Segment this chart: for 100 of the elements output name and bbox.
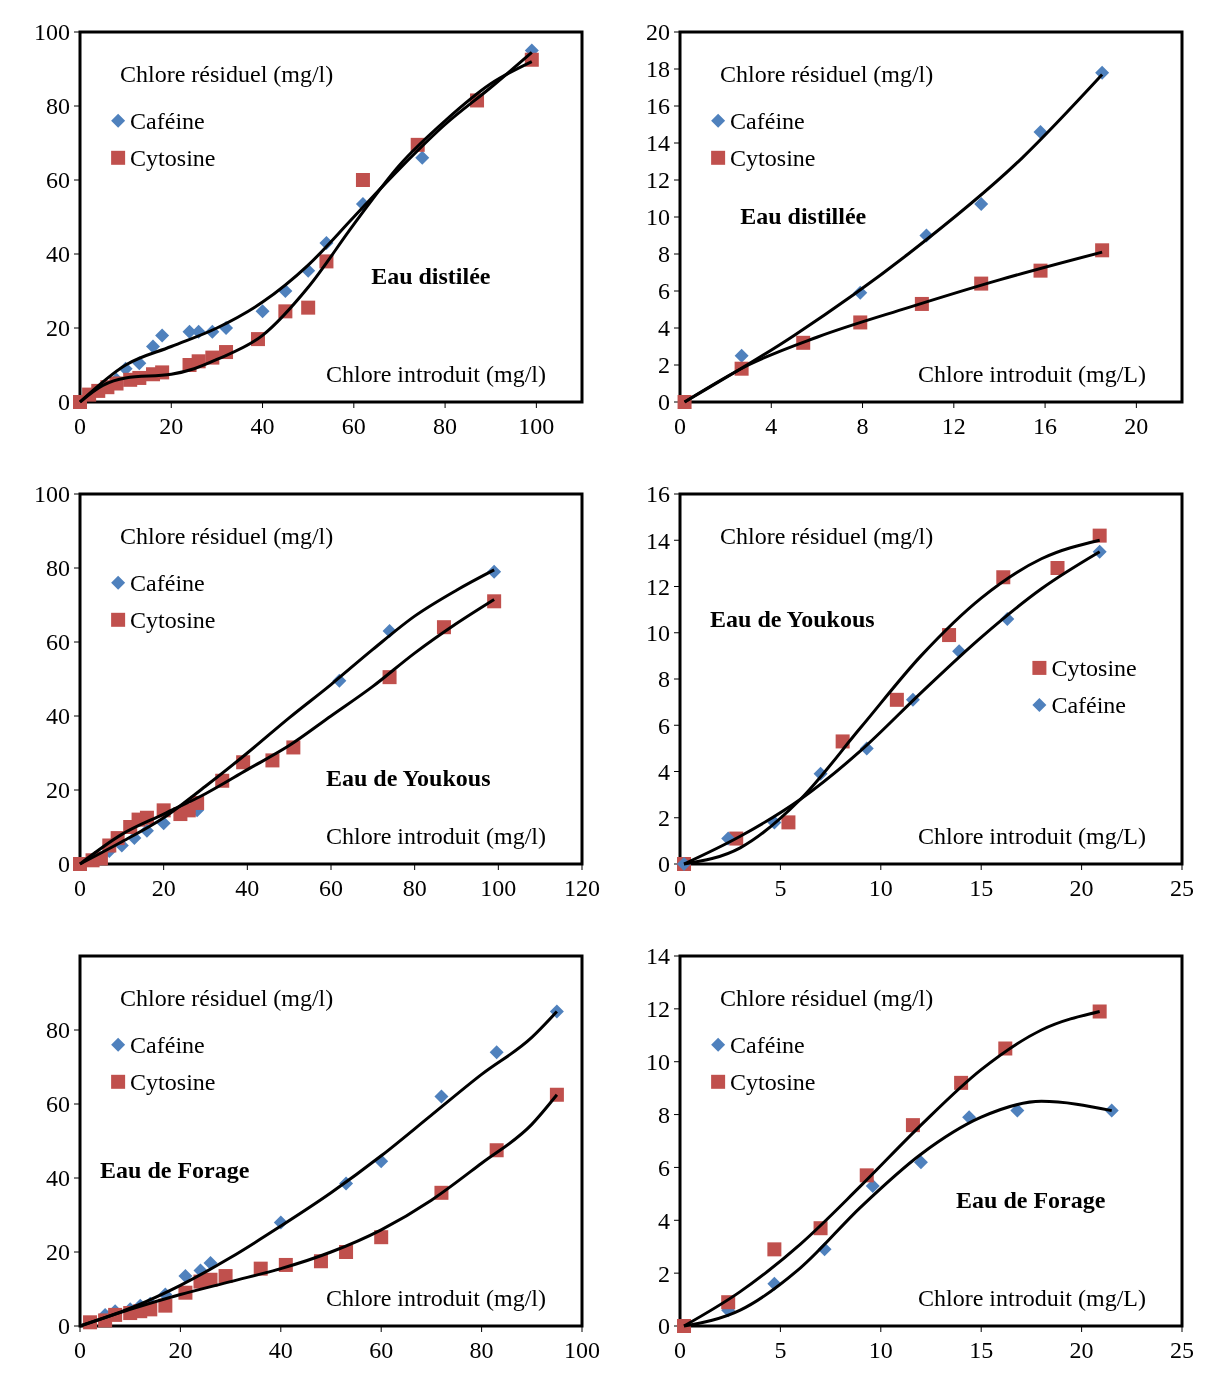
x-tick-label: 20: [1124, 413, 1149, 439]
y-tick-label: 8: [658, 1101, 670, 1128]
y-tick-label: 40: [46, 1165, 70, 1192]
x-tick-label: 80: [433, 413, 458, 439]
y-tick-label: 20: [646, 19, 670, 46]
x-tick-label: 60: [341, 413, 366, 439]
y-tick-label: 0: [658, 1313, 670, 1340]
y-tick-label: 60: [46, 629, 70, 656]
y-tick-label: 0: [658, 389, 670, 416]
x-tick-label: 4: [765, 413, 778, 439]
y-tick-label: 100: [34, 19, 70, 46]
x-tick-label: 20: [168, 1337, 193, 1363]
x-tick-label: 5: [774, 1337, 787, 1363]
y-tick-label: 10: [646, 204, 670, 231]
y-axis-title: Chlore résiduel (mg/l): [120, 61, 334, 87]
x-tick-label: 20: [1069, 1337, 1094, 1363]
y-tick-label: 20: [46, 1239, 70, 1266]
legend-label: Caféine: [730, 1032, 805, 1059]
y-tick-label: 18: [646, 56, 670, 83]
text: Eau distilée: [371, 262, 491, 289]
y-tick-label: 12: [646, 573, 670, 600]
y-tick-label: 8: [658, 241, 670, 268]
x-tick-label: 8: [856, 413, 869, 439]
legend-label: Caféine: [130, 570, 205, 597]
y-tick-label: 2: [658, 805, 670, 832]
y-tick-label: 6: [658, 278, 670, 305]
x-tick-label: 0: [74, 413, 86, 439]
x-tick-label: 25: [1170, 1337, 1194, 1363]
text: Eau distillée: [740, 203, 867, 230]
y-tick-label: 40: [46, 241, 70, 268]
x-axis-title: Chlore introduit (mg/l): [326, 823, 546, 849]
y-tick-label: 8: [658, 666, 670, 693]
y-axis-title: Chlore résiduel (mg/l): [720, 61, 934, 87]
y-tick-label: 80: [46, 555, 70, 582]
x-axis-title: Chlore introduit (mg/l): [326, 361, 546, 387]
y-tick-label: 16: [646, 93, 670, 120]
x-tick-label: 20: [1069, 875, 1094, 901]
y-tick-label: 12: [646, 167, 670, 194]
y-tick-label: 14: [646, 943, 670, 970]
y-tick-label: 6: [658, 712, 670, 739]
legend-label: Cytosine: [130, 145, 216, 172]
legend-label: Caféine: [730, 108, 805, 135]
legend-label: Cytosine: [130, 607, 216, 634]
x-axis-title: Chlore introduit (mg/L): [918, 1285, 1146, 1311]
legend-label: Cytosine: [130, 1069, 216, 1096]
y-tick-label: 80: [46, 93, 70, 120]
x-tick-label: 10: [868, 875, 893, 901]
x-tick-label: 120: [564, 875, 600, 901]
x-tick-label: 20: [159, 413, 184, 439]
y-tick-label: 0: [58, 1313, 70, 1340]
text: Eau de Forage: [956, 1186, 1106, 1213]
y-tick-label: 40: [46, 703, 70, 730]
legend-label: Cytosine: [1051, 655, 1137, 682]
x-tick-label: 40: [235, 875, 260, 901]
y-tick-label: 100: [34, 481, 70, 508]
y-tick-label: 60: [46, 167, 70, 194]
y-tick-label: 12: [646, 996, 670, 1023]
y-tick-label: 10: [646, 620, 670, 647]
y-tick-label: 4: [658, 758, 670, 785]
y-tick-label: 4: [658, 315, 670, 342]
x-tick-label: 100: [518, 413, 555, 439]
y-tick-label: 80: [46, 1017, 70, 1044]
y-tick-label: 0: [658, 851, 670, 878]
x-tick-label: 16: [1033, 413, 1058, 439]
y-tick-label: 2: [658, 1260, 670, 1287]
x-axis-title: Chlore introduit (mg/L): [918, 361, 1146, 387]
x-tick-label: 80: [402, 875, 427, 901]
y-tick-label: 14: [646, 130, 670, 157]
text: Eau de Forage: [100, 1157, 250, 1183]
legend-label: Caféine: [130, 108, 205, 135]
y-axis-title: Chlore résiduel (mg/l): [720, 985, 934, 1011]
x-tick-label: 60: [319, 875, 343, 901]
x-tick-label: 0: [74, 875, 86, 901]
x-tick-label: 0: [674, 413, 686, 439]
text: Eau de Youkous: [325, 765, 491, 792]
x-axis-title: Chlore introduit (mg/l): [326, 1285, 546, 1311]
x-tick-label: 0: [74, 1337, 86, 1363]
x-tick-label: 60: [369, 1337, 394, 1363]
y-tick-label: 60: [46, 1091, 70, 1118]
x-tick-label: 100: [480, 875, 517, 901]
x-tick-label: 12: [941, 413, 966, 439]
y-tick-label: 10: [646, 1049, 670, 1076]
x-tick-label: 0: [674, 875, 686, 901]
text: Eau de Youkous: [710, 606, 875, 633]
legend-label: Caféine: [130, 1032, 205, 1059]
x-tick-label: 10: [868, 1337, 893, 1363]
x-tick-label: 0: [674, 1337, 686, 1363]
legend-label: Caféine: [1051, 692, 1127, 719]
y-tick-label: 14: [646, 527, 670, 554]
x-tick-label: 20: [151, 875, 176, 901]
x-tick-label: 80: [469, 1337, 494, 1363]
x-axis-title: Chlore introduit (mg/L): [918, 823, 1146, 849]
x-tick-label: 15: [969, 875, 994, 901]
legend-label: Cytosine: [730, 145, 816, 172]
x-tick-label: 40: [250, 413, 275, 439]
x-tick-label: 5: [774, 875, 787, 901]
y-axis-title: Chlore résiduel (mg/l): [720, 523, 934, 549]
x-tick-label: 40: [268, 1337, 293, 1363]
legend-label: Cytosine: [730, 1069, 816, 1096]
y-tick-label: 2: [658, 352, 670, 379]
